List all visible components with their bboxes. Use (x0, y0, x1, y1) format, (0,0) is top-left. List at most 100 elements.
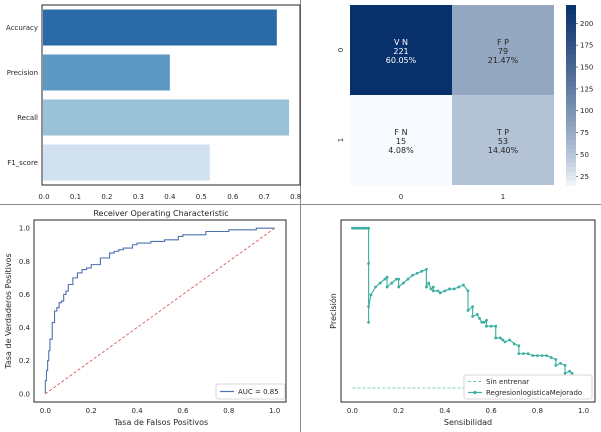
pr-x-tick-label: 0.2 (393, 407, 404, 415)
bar-x-tick-label: 0.5 (196, 193, 207, 201)
pr-x-tick-label: 1.0 (578, 407, 589, 415)
roc-title: Receiver Operating Characteristic (93, 209, 228, 218)
colorbar-segment (566, 32, 576, 37)
colorbar-tick-label: 200 (580, 20, 593, 28)
pr-y-axis-label: Precisión (328, 293, 338, 329)
heatmap-cell-1-1 (452, 95, 554, 185)
pr-data-point (411, 273, 414, 277)
pr-x-tick-label: 0.0 (347, 407, 358, 415)
heatmap-cell-text: V N (394, 38, 408, 47)
bar-axes-frame (41, 4, 301, 186)
colorbar-segment (566, 158, 576, 163)
pr-data-point (424, 267, 428, 271)
bar-x-tick-labels: 0.0 0.1 0.2 0.3 0.4 0.5 0.6 0.7 0.8 (38, 193, 301, 201)
colorbar-segment (566, 50, 576, 55)
colorbar-segment (566, 171, 576, 177)
heatmap-cell-0-1 (452, 5, 554, 95)
bar-x-tick-label: 0.3 (133, 193, 144, 201)
colorbar-segment (566, 149, 576, 154)
pr-data-point (401, 281, 405, 285)
colorbar-segment (566, 45, 576, 51)
pr-data-point (508, 338, 512, 342)
roc-x-tick-label: 0.0 (40, 407, 51, 415)
pr-data-point (362, 226, 366, 230)
pr-data-point (397, 285, 401, 289)
pr-data-point (498, 336, 502, 340)
pr-data-point (480, 320, 484, 324)
bar-category-label: Recall (17, 114, 38, 122)
pr-data-point (360, 226, 364, 230)
pr-data-point (427, 281, 431, 285)
roc-series-line-0 (44, 227, 275, 394)
pr-data-point (436, 289, 440, 293)
heatmap-col-label: 0 (399, 193, 403, 201)
pr-legend-marker (473, 390, 477, 395)
pr-data-point (485, 324, 488, 328)
bar-recall (43, 99, 290, 136)
pr-data-point (461, 283, 465, 287)
pr-data-point (485, 318, 488, 322)
pr-data-point (563, 371, 567, 375)
bar-x-tick-label: 0.8 (290, 193, 301, 201)
roc-y-tick-label: 0.0 (19, 390, 30, 398)
roc-lines (44, 227, 275, 395)
colorbar-segment (566, 23, 576, 28)
pr-data-point (429, 287, 433, 291)
pr-data-point (431, 285, 435, 289)
pr-data-point (452, 287, 456, 291)
pr-x-axis-label: Sensibilidad (444, 418, 492, 427)
colorbar-segment (566, 18, 576, 24)
heatmap-cell-text: F N (394, 128, 407, 137)
pr-data-point (466, 289, 470, 293)
bar-category-label: Accuracy (6, 24, 38, 32)
pr-legend: Sin entrenar RegresionlogisticaMejorado (463, 374, 593, 400)
pr-data-point (374, 285, 377, 289)
pr-data-point (443, 289, 447, 293)
bar-x-tick-label: 0.1 (70, 193, 81, 201)
heatmap-cell-text: 14.40% (488, 146, 519, 155)
pr-data-point (390, 281, 394, 285)
bar-x-tick-label: 0.0 (38, 193, 49, 201)
pr-data-point (448, 287, 451, 291)
pr-data-point (353, 226, 357, 230)
colorbar-segment (566, 59, 576, 64)
pr-data-point (367, 320, 371, 324)
pr-data-point (367, 226, 371, 230)
heatmap-cell-text: T P (496, 128, 509, 137)
pr-data-point (424, 285, 428, 289)
heatmap-cell-text: 15 (396, 137, 406, 146)
colorbar-tick-label: 100 (580, 107, 593, 115)
roc-y-tick-label: 0.4 (19, 324, 31, 332)
bar-category-label: Precision (7, 69, 38, 77)
colorbar: 25 50 75 100 125 150 175 200 (566, 5, 593, 186)
colorbar-segment (566, 144, 576, 150)
roc-legend-box (215, 383, 286, 400)
pr-data-point (351, 226, 354, 230)
pr-data-point (364, 226, 368, 230)
pr-data-point (478, 316, 481, 320)
roc-x-tick-label: 0.8 (223, 407, 234, 415)
pr-data-point (489, 324, 493, 328)
colorbar-segment (566, 108, 576, 114)
pr-data-point (570, 371, 574, 375)
colorbar-segment (566, 131, 576, 136)
pr-lines (351, 226, 585, 389)
precision-recall-chart: 0.0 0.2 0.4 0.6 0.8 1.0 Sensibilidad Precisió… (328, 219, 596, 427)
roc-chart: Receiver Operating Characteristic 0.0 0.2… (4, 209, 287, 427)
pr-data-point (457, 285, 461, 289)
roc-y-tick-label: 0.6 (19, 291, 31, 299)
colorbar-segment (566, 5, 576, 10)
colorbar-tick-label: 175 (580, 42, 593, 50)
heatmap-cell-text: 53 (498, 137, 508, 146)
colorbar-segment (566, 90, 576, 96)
pr-x-tick-label: 0.4 (439, 407, 451, 415)
colorbar-segment (566, 14, 576, 19)
pr-data-point (540, 354, 544, 357)
colorbar-segment (566, 140, 576, 145)
colorbar-tick-label: 50 (580, 151, 589, 159)
heatmap-cell-1-0 (350, 95, 452, 185)
colorbar-segment (566, 176, 576, 181)
roc-x-tick-label: 0.4 (131, 407, 143, 415)
